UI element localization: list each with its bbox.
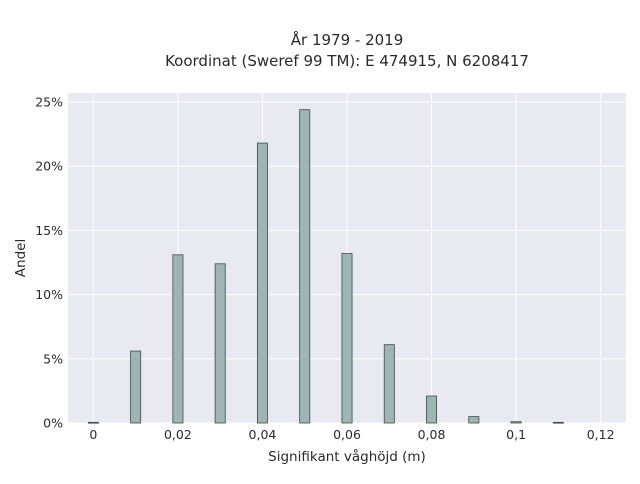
chart-title-line-1: År 1979 - 2019 bbox=[291, 30, 404, 49]
chart-title-line-2: Koordinat (Sweref 99 TM): E 474915, N 62… bbox=[165, 52, 529, 70]
y-tick-label: 0% bbox=[43, 416, 63, 431]
histogram-bar bbox=[383, 344, 395, 424]
x-tick-label: 0 bbox=[89, 427, 97, 442]
bars bbox=[87, 109, 564, 424]
histogram-bar bbox=[552, 421, 564, 424]
x-tick-label: 0,04 bbox=[249, 427, 277, 442]
x-axis-label: Signifikant våghöjd (m) bbox=[268, 448, 426, 465]
histogram-bar bbox=[341, 253, 353, 424]
y-tick-label: 15% bbox=[35, 223, 63, 238]
histogram-bar bbox=[130, 350, 142, 424]
histogram-bar bbox=[468, 416, 480, 424]
y-tick-label: 10% bbox=[35, 287, 63, 302]
x-tick-label: 0,08 bbox=[418, 427, 446, 442]
histogram-bar bbox=[214, 263, 226, 424]
y-axis-label: Andel bbox=[13, 239, 29, 277]
y-tick-label: 25% bbox=[35, 94, 63, 109]
tick-labels: 0 0,02 0,04 0,06 0,08 0,1 0,12 0% 5% 10% 15% 20% 25% bbox=[35, 94, 614, 442]
x-tick-label: 0,12 bbox=[587, 427, 615, 442]
x-tick-label: 0,06 bbox=[333, 427, 361, 442]
histogram-bar bbox=[87, 421, 99, 424]
histogram-bar bbox=[426, 395, 438, 424]
y-tick-label: 20% bbox=[35, 159, 63, 174]
y-tick-label: 5% bbox=[43, 351, 63, 366]
x-tick-label: 0,02 bbox=[164, 427, 192, 442]
histogram-bar bbox=[172, 254, 184, 424]
x-tick-label: 0,1 bbox=[506, 427, 526, 442]
histogram-bar bbox=[510, 421, 522, 424]
histogram-bar bbox=[256, 142, 268, 424]
histogram-bar bbox=[299, 109, 311, 424]
